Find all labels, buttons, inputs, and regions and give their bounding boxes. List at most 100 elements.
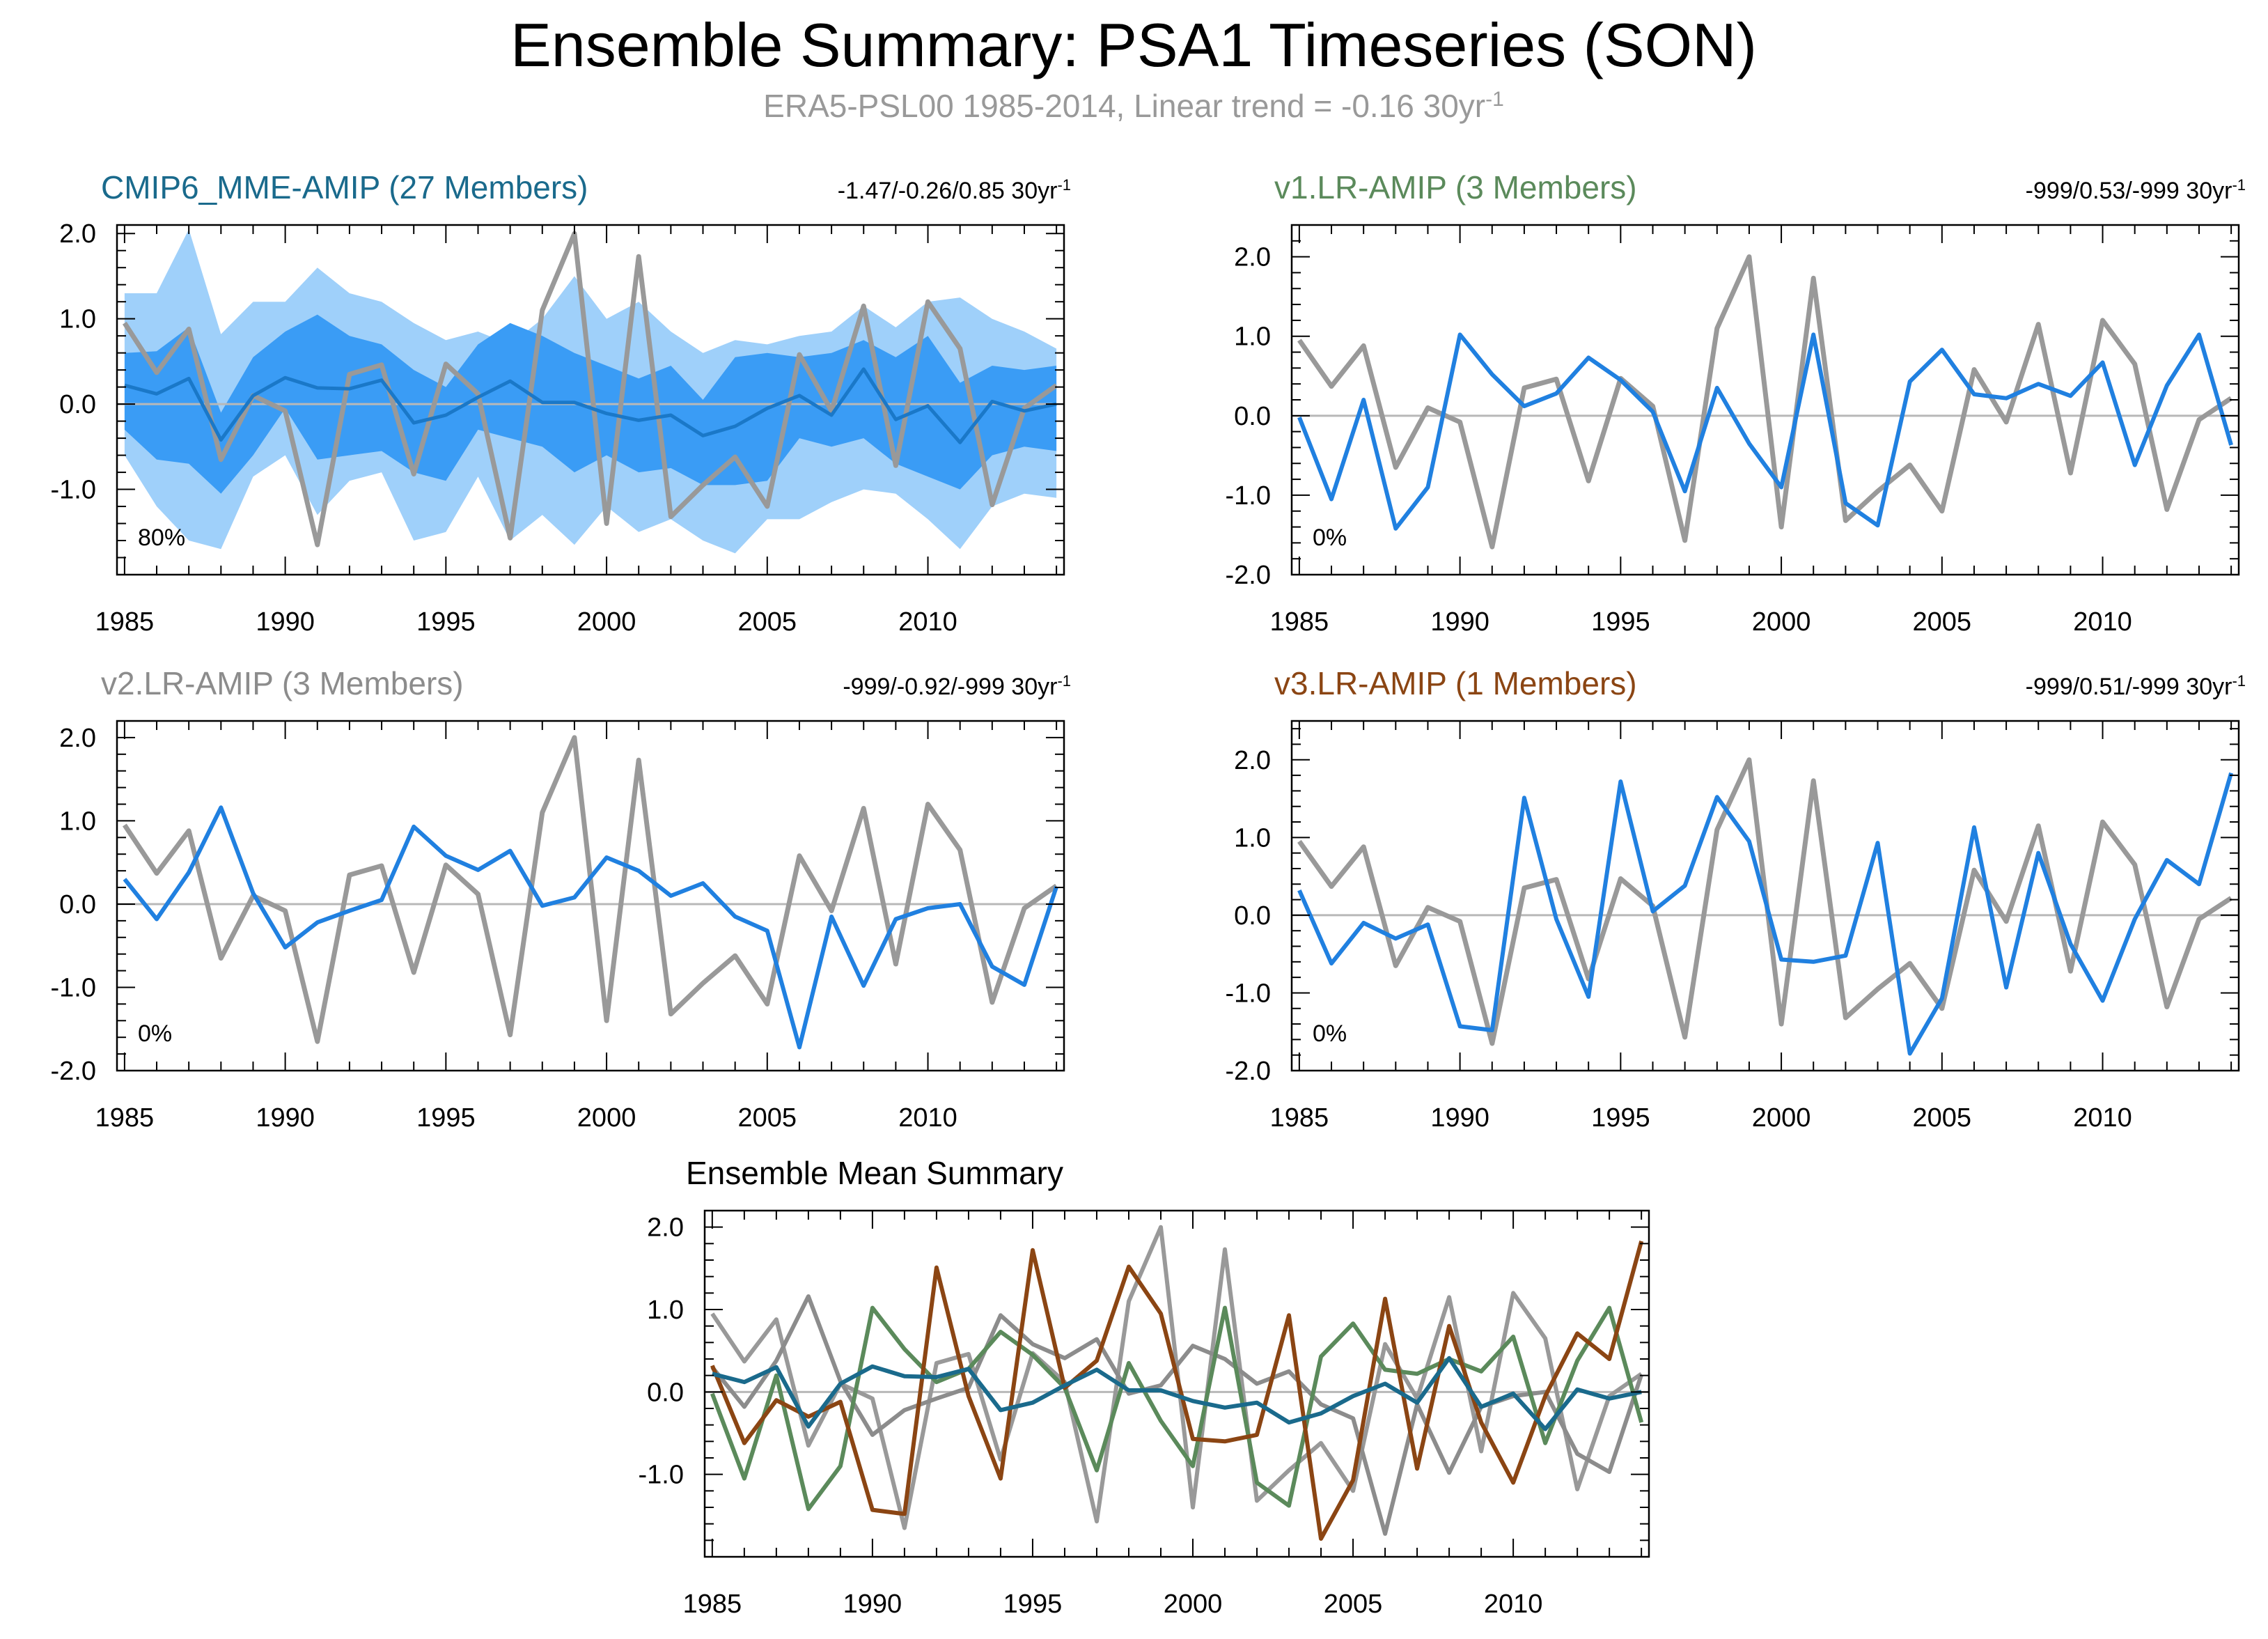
y-tick-label: 1.0 — [59, 807, 96, 836]
panel-v3: v3.LR-AMIP (1 Members) -999/0.51/-999 30y… — [1226, 665, 2246, 1133]
panel-stats-mme: -1.47/-0.26/0.85 30yr-1 — [838, 176, 1071, 204]
series-line-v1-lr-amip — [710, 1305, 1644, 1512]
x-tick-label: 2005 — [738, 607, 797, 637]
panel-stats-superscript: -1 — [2232, 176, 2246, 194]
x-tick-label: 2000 — [1752, 1103, 1811, 1133]
x-tick-label: 1995 — [416, 1103, 476, 1133]
panel-title-v2: v2.LR-AMIP (3 Members) — [101, 665, 464, 701]
panel-title-v1: v1.LR-AMIP (3 Members) — [1274, 169, 1637, 205]
x-tick-label: 1985 — [95, 1103, 155, 1133]
x-tick-label: 1990 — [1430, 607, 1489, 637]
y-tick-label: -2.0 — [1226, 561, 1271, 590]
panel-stats-text: -999/0.51/-999 30yr — [2026, 674, 2232, 700]
panel-title-mme: CMIP6_MME-AMIP (27 Members) — [101, 169, 588, 205]
y-tick-label: 2.0 — [59, 724, 96, 753]
x-tick-label: 2000 — [1164, 1590, 1223, 1619]
panels-group: CMIP6_MME-AMIP (27 Members) -1.47/-0.26/0… — [51, 169, 2246, 1619]
ensemble-mean-line — [124, 367, 1057, 444]
panel-v2: v2.LR-AMIP (3 Members) -999/-0.92/-999 30… — [51, 665, 1071, 1133]
percent-label: 80% — [138, 525, 185, 551]
x-tick-label: 2005 — [738, 1103, 797, 1133]
x-tick-label: 1990 — [843, 1590, 902, 1619]
x-tick-label: 2005 — [1324, 1590, 1383, 1619]
x-tick-label: 1990 — [256, 607, 315, 637]
x-tick-label: 2010 — [2073, 607, 2132, 637]
panel-stats-v2: -999/-0.92/-999 30yr-1 — [843, 672, 1071, 700]
x-tick-label: 1985 — [683, 1590, 742, 1619]
y-tick-label: 2.0 — [647, 1213, 684, 1243]
x-tick-label: 1995 — [1003, 1590, 1063, 1619]
panel-stats-v3: -999/0.51/-999 30yr-1 — [2026, 672, 2246, 700]
series-line-v3-lr-amip — [710, 1241, 1644, 1541]
panel-title-v3: v3.LR-AMIP (1 Members) — [1274, 665, 1637, 701]
observed-line — [1297, 757, 2233, 1046]
plot-frame — [703, 1209, 1650, 1558]
observed-line — [122, 231, 1058, 547]
x-tick-label: 2010 — [898, 1103, 957, 1133]
x-tick-label: 2005 — [1913, 1103, 1972, 1133]
panel-stats-v1: -999/0.53/-999 30yr-1 — [2026, 176, 2246, 204]
y-tick-label: -1.0 — [51, 476, 96, 505]
y-tick-label: 1.0 — [647, 1296, 684, 1325]
plot-frame — [116, 224, 1065, 576]
y-tick-label: 2.0 — [1234, 243, 1271, 272]
subtitle-text: ERA5-PSL00 1985-2014, Linear trend = -0.… — [763, 88, 1485, 124]
series-line-cmip6-mme-amip — [712, 1356, 1642, 1431]
y-tick-label: -2.0 — [51, 1057, 96, 1086]
x-tick-label: 1985 — [1270, 1103, 1329, 1133]
x-tick-label: 1985 — [95, 607, 155, 637]
y-tick-label: 0.0 — [1234, 901, 1271, 931]
panel-mme: CMIP6_MME-AMIP (27 Members) -1.47/-0.26/0… — [51, 169, 1071, 637]
y-tick-label: -1.0 — [1226, 481, 1271, 511]
x-tick-label: 2010 — [898, 607, 957, 637]
model-line — [1297, 332, 2233, 531]
figure-subtitle: ERA5-PSL00 1985-2014, Linear trend = -0.… — [763, 88, 1504, 124]
x-tick-label: 1990 — [1430, 1103, 1489, 1133]
panel-stats-superscript: -1 — [1057, 176, 1071, 194]
x-tick-label: 2005 — [1913, 607, 1972, 637]
panel-stats-text: -999/-0.92/-999 30yr — [843, 674, 1057, 700]
y-tick-label: -1.0 — [639, 1461, 684, 1490]
panel-ens: Ensemble Mean Summary 1985 1990 1995 2000 200… — [639, 1155, 1650, 1619]
x-tick-label: 1990 — [256, 1103, 315, 1133]
x-tick-label: 1995 — [1591, 1103, 1650, 1133]
percent-label: 0% — [1313, 1020, 1347, 1047]
panel-title-ens: Ensemble Mean Summary — [686, 1155, 1063, 1191]
subtitle-superscript: -1 — [1485, 88, 1504, 111]
x-tick-label: 1995 — [1591, 607, 1650, 637]
y-tick-label: 1.0 — [1234, 823, 1271, 853]
y-tick-label: -1.0 — [1226, 979, 1271, 1008]
x-tick-label: 2000 — [577, 607, 636, 637]
percent-label: 0% — [138, 1020, 172, 1047]
observed-line — [122, 735, 1058, 1044]
plot-frame — [116, 720, 1065, 1072]
panel-stats-text: -1.47/-0.26/0.85 30yr — [838, 178, 1058, 204]
observed-line — [1297, 254, 2233, 550]
y-tick-label: 2.0 — [59, 219, 96, 249]
figure-title: Ensemble Summary: PSA1 Timeseries (SON) — [510, 10, 1757, 79]
y-tick-label: 1.0 — [59, 305, 96, 334]
x-tick-label: 2000 — [577, 1103, 636, 1133]
panel-stats-text: -999/0.53/-999 30yr — [2026, 178, 2232, 204]
x-tick-label: 1985 — [1270, 607, 1329, 637]
y-tick-label: 2.0 — [1234, 746, 1271, 775]
x-tick-label: 2000 — [1752, 607, 1811, 637]
y-tick-label: 0.0 — [647, 1378, 684, 1407]
model-line — [123, 805, 1058, 1050]
y-tick-label: 0.0 — [59, 890, 96, 919]
panel-v1: v1.LR-AMIP (3 Members) -999/0.53/-999 30y… — [1226, 169, 2246, 637]
x-tick-label: 2010 — [1484, 1590, 1543, 1619]
panel-stats-superscript: -1 — [1057, 672, 1071, 690]
panel-stats-superscript: -1 — [2232, 672, 2246, 690]
y-tick-label: -2.0 — [1226, 1057, 1271, 1086]
x-tick-label: 2010 — [2073, 1103, 2132, 1133]
model-line — [1297, 772, 2233, 1056]
percent-label: 0% — [1313, 525, 1347, 551]
y-tick-label: 1.0 — [1234, 323, 1271, 352]
plot-frame — [1290, 720, 2240, 1072]
y-tick-label: -1.0 — [51, 973, 96, 1002]
y-tick-label: 0.0 — [59, 390, 96, 419]
x-tick-label: 1995 — [416, 607, 476, 637]
y-tick-label: 0.0 — [1234, 402, 1271, 431]
